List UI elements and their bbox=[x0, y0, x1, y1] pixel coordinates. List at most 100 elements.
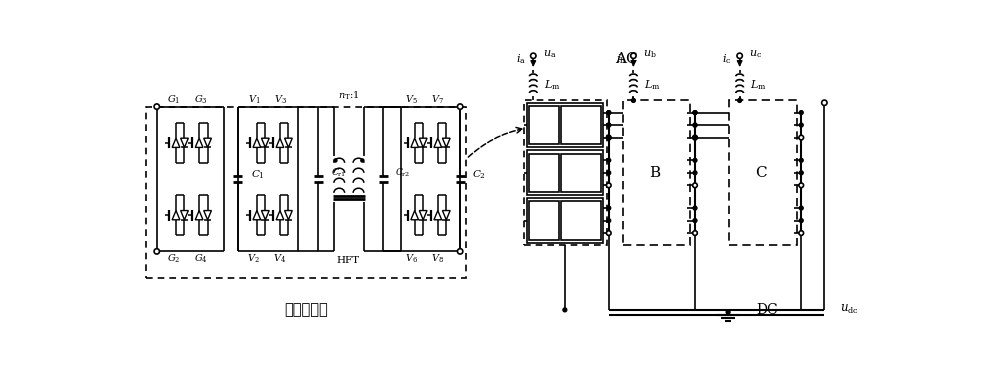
Text: $G_{2}$: $G_{2}$ bbox=[167, 252, 180, 264]
Circle shape bbox=[154, 104, 159, 109]
Text: HB: HB bbox=[534, 118, 554, 132]
Polygon shape bbox=[276, 210, 284, 220]
Bar bbox=[527, 150, 603, 195]
Circle shape bbox=[693, 171, 697, 175]
Text: HB: HB bbox=[534, 214, 554, 227]
Bar bbox=[729, 100, 797, 245]
Polygon shape bbox=[419, 138, 427, 147]
Circle shape bbox=[693, 123, 697, 127]
Text: DC: DC bbox=[756, 303, 777, 317]
Circle shape bbox=[607, 123, 611, 127]
Circle shape bbox=[457, 104, 463, 109]
Circle shape bbox=[607, 111, 611, 114]
Text: $G_{1}$: $G_{1}$ bbox=[167, 93, 180, 106]
Text: $G_{4}$: $G_{4}$ bbox=[194, 252, 208, 264]
Circle shape bbox=[361, 159, 364, 162]
Circle shape bbox=[799, 219, 803, 222]
Bar bbox=[623, 100, 690, 245]
Bar bbox=[527, 198, 603, 243]
Text: $u_{\mathrm{b}}$: $u_{\mathrm{b}}$ bbox=[643, 48, 656, 60]
Text: 子模块结构: 子模块结构 bbox=[284, 303, 328, 317]
Polygon shape bbox=[195, 138, 203, 147]
Text: $L_{\mathrm{m}}$: $L_{\mathrm{m}}$ bbox=[544, 78, 561, 92]
Circle shape bbox=[693, 111, 697, 114]
Circle shape bbox=[693, 231, 697, 236]
Bar bbox=[561, 201, 601, 240]
Text: $G_{3}$: $G_{3}$ bbox=[194, 93, 207, 106]
Polygon shape bbox=[204, 210, 211, 220]
Circle shape bbox=[607, 219, 611, 222]
Circle shape bbox=[799, 111, 803, 114]
Text: $V_{1}$: $V_{1}$ bbox=[248, 93, 260, 106]
Circle shape bbox=[563, 308, 567, 312]
Polygon shape bbox=[434, 210, 442, 220]
Text: HFT: HFT bbox=[337, 256, 360, 265]
Text: $L_{\mathrm{m}}$: $L_{\mathrm{m}}$ bbox=[644, 78, 661, 92]
Polygon shape bbox=[181, 210, 188, 220]
Text: B: B bbox=[649, 166, 661, 180]
Bar bbox=[529, 106, 559, 144]
Text: $C_{\mathrm{r1}}$: $C_{\mathrm{r1}}$ bbox=[331, 166, 346, 179]
Polygon shape bbox=[276, 138, 284, 147]
Circle shape bbox=[799, 183, 804, 188]
Polygon shape bbox=[411, 210, 419, 220]
Bar bbox=[529, 201, 559, 240]
Polygon shape bbox=[261, 210, 269, 220]
Polygon shape bbox=[442, 138, 450, 147]
Text: AC: AC bbox=[615, 52, 638, 66]
Text: $V_{8}$: $V_{8}$ bbox=[431, 252, 444, 264]
Polygon shape bbox=[285, 138, 292, 147]
Circle shape bbox=[607, 136, 611, 140]
Text: $V_{6}$: $V_{6}$ bbox=[405, 252, 418, 264]
Circle shape bbox=[693, 183, 697, 188]
Circle shape bbox=[631, 99, 635, 102]
Circle shape bbox=[334, 159, 337, 162]
Circle shape bbox=[607, 158, 611, 162]
Polygon shape bbox=[181, 138, 188, 147]
Circle shape bbox=[606, 135, 611, 140]
Polygon shape bbox=[172, 138, 180, 147]
Bar bbox=[561, 154, 601, 192]
Circle shape bbox=[693, 136, 697, 140]
Circle shape bbox=[693, 158, 697, 162]
Polygon shape bbox=[285, 210, 292, 220]
Polygon shape bbox=[172, 210, 180, 220]
Text: $C_{1}$: $C_{1}$ bbox=[251, 168, 264, 181]
Circle shape bbox=[738, 99, 742, 102]
Text: HB: HB bbox=[534, 166, 554, 179]
Text: $i_{\mathrm{a}}$: $i_{\mathrm{a}}$ bbox=[516, 52, 526, 66]
Circle shape bbox=[693, 206, 697, 210]
Circle shape bbox=[607, 171, 611, 175]
Circle shape bbox=[631, 53, 636, 58]
Text: DAB: DAB bbox=[567, 166, 595, 179]
Polygon shape bbox=[195, 210, 203, 220]
Circle shape bbox=[799, 123, 803, 127]
Circle shape bbox=[531, 53, 536, 58]
Text: $L_{\mathrm{m}}$: $L_{\mathrm{m}}$ bbox=[750, 78, 767, 92]
Circle shape bbox=[693, 135, 697, 140]
Circle shape bbox=[607, 123, 611, 127]
Polygon shape bbox=[253, 210, 261, 220]
Polygon shape bbox=[419, 210, 427, 220]
Bar bbox=[561, 106, 601, 144]
Text: $V_{7}$: $V_{7}$ bbox=[431, 93, 444, 106]
Text: $i_{\mathrm{b}}$: $i_{\mathrm{b}}$ bbox=[616, 52, 626, 66]
Bar bbox=[524, 100, 607, 245]
Text: $u_{\mathrm{c}}$: $u_{\mathrm{c}}$ bbox=[749, 48, 762, 60]
Text: $C_{\mathrm{r2}}$: $C_{\mathrm{r2}}$ bbox=[395, 166, 411, 179]
Text: DAB: DAB bbox=[567, 214, 595, 227]
Circle shape bbox=[606, 183, 611, 188]
Bar bbox=[527, 103, 603, 147]
Polygon shape bbox=[204, 138, 211, 147]
Circle shape bbox=[799, 171, 803, 175]
Circle shape bbox=[799, 231, 804, 236]
Polygon shape bbox=[253, 138, 261, 147]
Circle shape bbox=[726, 310, 730, 314]
Polygon shape bbox=[411, 138, 419, 147]
Text: $V_{4}$: $V_{4}$ bbox=[273, 252, 286, 264]
Circle shape bbox=[607, 206, 611, 210]
Circle shape bbox=[799, 135, 804, 140]
Text: $i_{\mathrm{c}}$: $i_{\mathrm{c}}$ bbox=[722, 52, 732, 66]
Bar bbox=[529, 154, 559, 192]
Circle shape bbox=[154, 249, 159, 254]
